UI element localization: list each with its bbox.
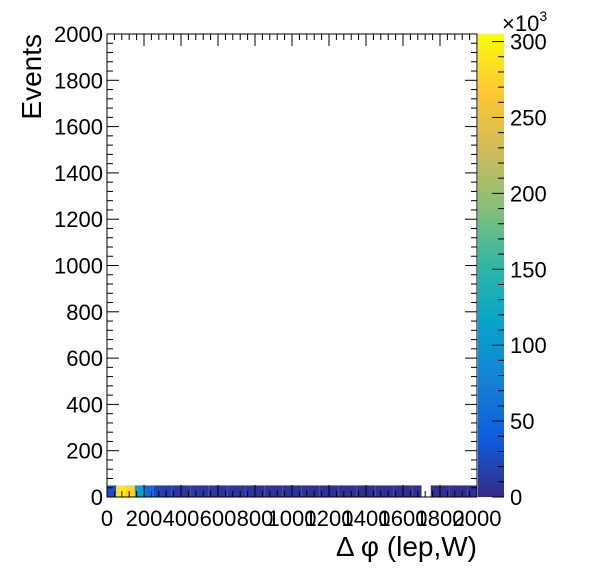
histogram-cell — [134, 485, 144, 497]
histogram-cell — [375, 485, 385, 497]
histogram-cell — [190, 485, 200, 497]
y-axis-ticks — [107, 33, 477, 498]
histogram-cell — [310, 485, 320, 497]
x-tick-label: 400 — [163, 506, 200, 531]
colorbar-tick-label: 50 — [510, 409, 534, 434]
y-tick-label: 1600 — [54, 115, 103, 140]
histogram-cell — [449, 485, 459, 497]
y-tick-label: 800 — [66, 300, 103, 325]
y-axis-tick-labels: 0 200 400 600 800 1000 1200 1400 1600 1800 2000 — [54, 22, 103, 510]
histogram-cell — [116, 485, 126, 497]
x-tick-label: 0 — [101, 506, 113, 531]
colorbar-exponent-label: ×103 — [502, 8, 547, 36]
histogram-cell — [440, 485, 450, 497]
histogram-cell — [282, 485, 292, 497]
histogram-cell — [384, 485, 394, 497]
x-axis-label: Δ φ (lep,W) — [336, 531, 477, 562]
histogram-cell — [218, 485, 228, 497]
y-tick-label: 2000 — [54, 22, 103, 47]
y-tick-label: 1400 — [54, 161, 103, 186]
histogram-cell — [292, 485, 302, 497]
histogram-cell — [107, 485, 117, 497]
histogram-cell — [144, 485, 154, 497]
colorbar — [478, 34, 504, 497]
colorbar-tick-label: 0 — [510, 485, 522, 510]
histogram-cell — [264, 485, 274, 497]
y-tick-label: 600 — [66, 346, 103, 371]
y-tick-label: 400 — [66, 392, 103, 417]
histogram-cell — [125, 485, 135, 497]
x-tick-label: 1200 — [305, 506, 354, 531]
histogram-cell — [458, 485, 468, 497]
x-tick-label: 1600 — [379, 506, 428, 531]
histogram-cell — [356, 485, 366, 497]
histogram-cell — [338, 485, 348, 497]
plot-frame — [106, 33, 478, 498]
histogram-cell — [430, 485, 440, 497]
histogram-cell — [412, 485, 422, 497]
colorbar-tick-label: 200 — [510, 181, 547, 206]
colorbar-tick-label: 250 — [510, 105, 547, 130]
y-axis-label: Events — [16, 34, 47, 120]
histogram-cell — [208, 485, 218, 497]
histogram-cell — [236, 485, 246, 497]
histogram-cell — [171, 485, 181, 497]
colorbar-tick-label: 100 — [510, 333, 547, 358]
x-tick-label: 2000 — [453, 506, 502, 531]
colorbar-tick-label: 300 — [510, 30, 547, 55]
y-tick-label: 200 — [66, 439, 103, 464]
histogram-cell — [467, 485, 477, 497]
histogram-cell — [393, 485, 403, 497]
histogram-cell — [329, 485, 339, 497]
x-axis-ticks — [106, 34, 478, 497]
histogram-cell — [273, 485, 283, 497]
colorbar-ticks — [492, 41, 504, 498]
y-tick-label: 1800 — [54, 68, 103, 93]
histogram-cell — [162, 485, 172, 497]
x-tick-label: 200 — [126, 506, 163, 531]
colorbar-tick-label: 150 — [510, 257, 547, 282]
x-tick-label: 1000 — [268, 506, 317, 531]
histogram-cell — [319, 485, 329, 497]
histogram-cell — [181, 485, 191, 497]
histogram-cell — [347, 485, 357, 497]
histogram-cell — [366, 485, 376, 497]
histogram-cell — [301, 485, 311, 497]
histogram-cell — [403, 485, 413, 497]
histogram-cell — [153, 485, 163, 497]
y-tick-label: 1000 — [54, 254, 103, 279]
histogram-cell — [227, 485, 237, 497]
colorbar-tick-labels: 0 50 100 150 200 250 300 — [510, 30, 547, 510]
x-tick-label: 1800 — [416, 506, 465, 531]
histogram-cell — [245, 485, 255, 497]
x-tick-label: 1400 — [342, 506, 391, 531]
colorbar-exponent: 3 — [539, 8, 547, 24]
x-tick-label: 600 — [200, 506, 237, 531]
histogram-cell — [199, 485, 209, 497]
histogram-cells — [107, 485, 477, 497]
y-tick-label: 0 — [91, 485, 103, 510]
x-tick-label: 800 — [237, 506, 274, 531]
y-tick-label: 1200 — [54, 207, 103, 232]
histogram-cell — [255, 485, 265, 497]
